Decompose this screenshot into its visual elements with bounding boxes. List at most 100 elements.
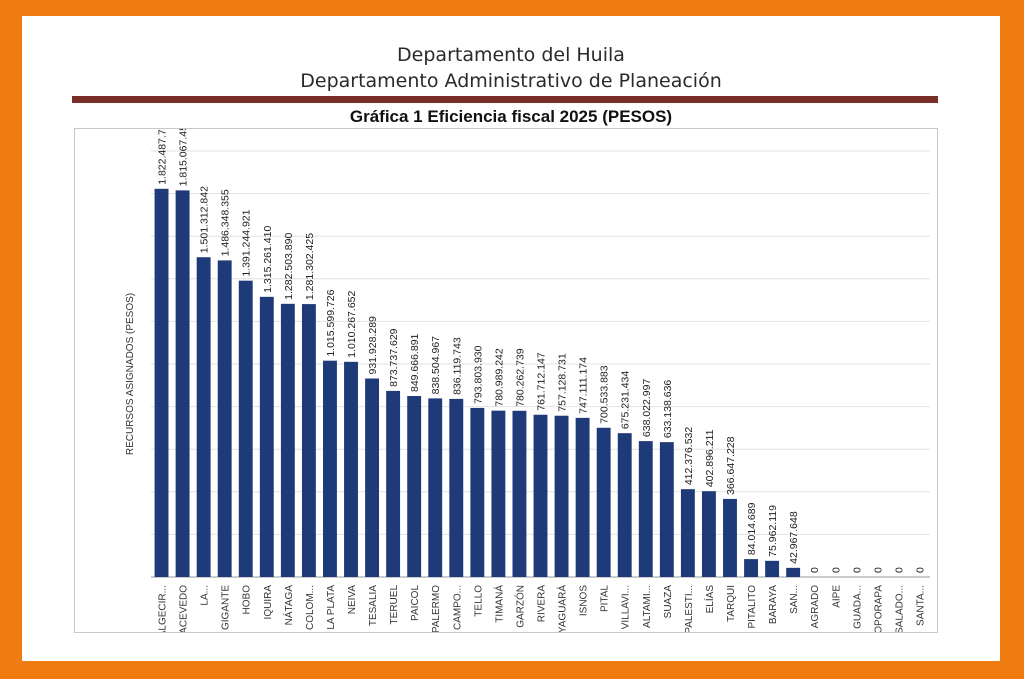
document-page: Departamento del Huila Departamento Admi… [22, 16, 1000, 661]
bar-value-label: 761.712.147 [536, 352, 548, 411]
bar-value-label: 0 [872, 567, 884, 573]
bar [680, 489, 695, 577]
bar [617, 433, 632, 577]
category-tick-label: LA... [200, 585, 211, 606]
bar-value-label: 1.281.302.425 [304, 233, 316, 300]
bar [765, 560, 780, 577]
category-tick-label: OPORAPA [873, 585, 884, 632]
category-tick-label: NÁTAGA [282, 585, 295, 626]
bar-value-label: 84.014.689 [746, 502, 758, 555]
category-tick-label: PAICOL [410, 585, 421, 621]
bar-value-label: 402.896.211 [704, 429, 716, 487]
bar-value-label: 1.282.503.890 [283, 233, 295, 300]
category-tick-label: COLOM... [305, 585, 316, 630]
category-tick-label: ACEVEDO [179, 585, 190, 632]
bar [723, 498, 737, 577]
bar-value-label: 0 [809, 567, 821, 573]
bar [323, 360, 337, 577]
bar-value-label: 42.967.648 [788, 511, 800, 564]
category-tick-label: VILLAVI... [621, 585, 632, 629]
category-tick-label: SAN... [789, 585, 800, 614]
bar [428, 398, 443, 577]
bar [596, 427, 611, 577]
bar-value-label: 1.391.244.921 [241, 209, 253, 276]
bar [175, 190, 190, 577]
category-tick-label: TARQUI [726, 585, 737, 622]
bar [512, 410, 527, 577]
category-tick-label: SANTA... [915, 585, 926, 626]
bar [701, 491, 716, 577]
header-divider [72, 96, 938, 103]
bar [386, 390, 401, 577]
bar-value-label: 747.111.174 [578, 357, 590, 414]
bar-value-label: 1.315.261.410 [262, 226, 274, 293]
office-heading: Departamento Administrativo de Planeació… [300, 70, 722, 92]
category-tick-label: ALTAMI... [642, 585, 653, 628]
bar-value-label: 0 [830, 567, 842, 573]
category-tick-label: SUAZA [663, 585, 674, 619]
bar-value-label: 836.119.743 [451, 337, 463, 395]
bar [491, 410, 506, 577]
bar [344, 361, 358, 577]
bar [786, 567, 801, 577]
bar-value-label: 638.022.997 [641, 379, 653, 438]
category-tick-label: GIGANTE [221, 585, 232, 630]
category-tick-label: TESALIA [368, 585, 379, 626]
bar [554, 415, 569, 577]
bar-value-label: 873.737.629 [388, 328, 400, 387]
bar-value-label: 412.376.532 [683, 427, 695, 486]
bar-value-label: 1.486.348.355 [220, 189, 232, 256]
bar [196, 257, 211, 577]
bar-value-label: 0 [851, 567, 863, 573]
bar-value-label: 793.803.930 [472, 345, 484, 404]
bar-value-label: 366.647.228 [725, 436, 737, 495]
y-axis-label: RECURSOS ASIGNADOS (PESOS) [125, 293, 136, 455]
category-tick-label: ISNOS [579, 585, 590, 616]
bar-value-label: 838.504.967 [430, 336, 442, 395]
category-tick-label: PITALITO [747, 585, 758, 629]
bar [365, 378, 380, 577]
category-tick-label: LA PLATA [326, 585, 337, 630]
bar-value-label: 0 [914, 567, 926, 573]
bar-value-label: 780.262.739 [514, 348, 526, 407]
bar-value-label: 1.815.067.456 [178, 129, 190, 186]
category-tick-label: PALERMO [431, 585, 442, 632]
category-tick-label: TIMANÁ [492, 585, 505, 623]
bar-value-label: 75.962.119 [767, 505, 779, 557]
bar [259, 296, 274, 577]
department-heading: Departamento del Huila [397, 44, 625, 66]
category-tick-label: IQUIRA [263, 585, 274, 620]
category-tick-label: TELLO [473, 585, 484, 617]
category-tick-label: HOBO [242, 585, 253, 615]
bar-value-label: 931.928.289 [367, 316, 379, 375]
bar [301, 304, 316, 577]
bar [154, 188, 169, 577]
bar [744, 559, 758, 577]
chart-title: Gráfica 1 Eficiencia fiscal 2025 (PESOS) [349, 107, 673, 126]
bar [217, 260, 232, 577]
category-tick-label: RIVERA [537, 585, 548, 623]
category-tick-label: GUADA... [852, 585, 863, 629]
bar-value-label: 1.010.267.652 [346, 291, 358, 358]
bar [449, 398, 464, 577]
category-tick-label: PITAL [600, 585, 611, 612]
category-tick-label: NEIVA [347, 585, 358, 615]
category-tick-label: TERUEL [389, 585, 400, 625]
category-tick-label: CAMPO... [452, 585, 463, 630]
category-tick-label: BARAYA [768, 585, 779, 624]
bar [407, 396, 422, 577]
bar [659, 442, 674, 577]
category-tick-label: SALADO... [894, 585, 905, 632]
bar [638, 441, 653, 577]
bar-value-label: 1.822.487.740 [157, 129, 169, 185]
bar-value-label: 633.138.636 [662, 380, 674, 439]
category-tick-label: ALGECIR... [158, 585, 169, 632]
bar [238, 280, 253, 577]
category-tick-label: AGRADO [810, 585, 821, 629]
bar-chart: RECURSOS ASIGNADOS (PESOS) 1.822.487.740 A… [125, 129, 930, 632]
bar-value-label: 1.501.312.842 [199, 186, 211, 253]
bar-value-label: 700.533.883 [599, 365, 611, 424]
bar-value-label: 1.015.599.726 [325, 289, 337, 356]
bar [533, 414, 548, 577]
bar [470, 407, 485, 577]
